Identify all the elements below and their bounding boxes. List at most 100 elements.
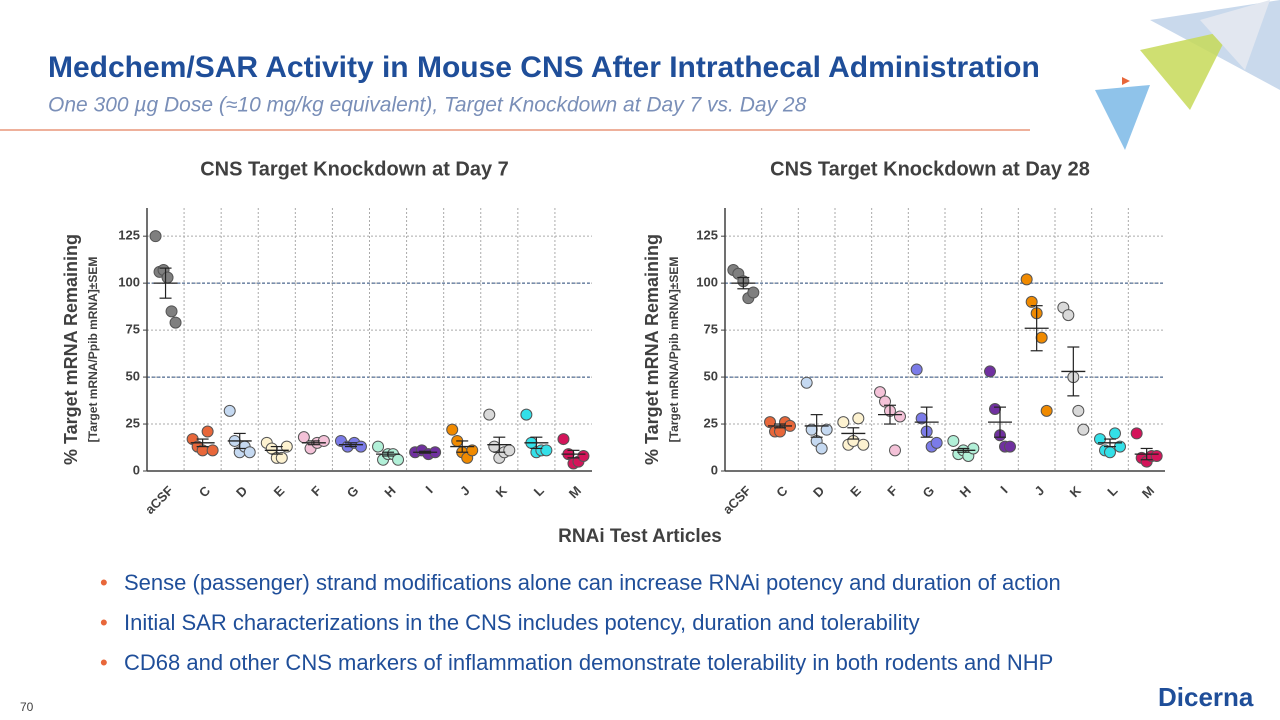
x-tick-label: I	[997, 483, 1010, 496]
y-tick-label: 50	[126, 369, 140, 384]
y-tick-label: 25	[704, 415, 718, 430]
x-tick-label: F	[308, 483, 324, 499]
data-point	[984, 365, 996, 378]
data-point	[874, 386, 886, 399]
data-point	[446, 423, 459, 436]
bullets: • Sense (passenger) strand modifications…	[100, 570, 1061, 675]
bullet: Sense (passenger) strand modifications a…	[124, 570, 1061, 595]
data-point	[223, 404, 236, 417]
data-point	[1035, 331, 1048, 344]
y-tick-label: 100	[118, 275, 140, 290]
x-tick-label: J	[1031, 483, 1047, 499]
y-axis-label: % Target mRNA Remaining	[61, 234, 81, 465]
data-point	[1077, 423, 1090, 436]
data-point	[815, 442, 828, 455]
data-point	[1104, 446, 1116, 459]
data-point	[852, 412, 865, 425]
data-point	[161, 271, 174, 284]
data-point	[1025, 295, 1038, 308]
bullet-dot: •	[100, 570, 108, 595]
x-tick-label: K	[493, 483, 511, 501]
bullet: CD68 and other CNS markers of inflammati…	[124, 650, 1053, 675]
bullet-dot: •	[100, 650, 108, 675]
y-tick-label: 75	[704, 322, 718, 337]
data-point	[169, 316, 182, 329]
x-tick-label: I	[423, 483, 436, 496]
y-axis-note: [Target mRNA/Ppib mRNA]±SEM	[667, 257, 681, 443]
data-point	[206, 444, 219, 457]
y-axis-note: [Target mRNA/Ppib mRNA]±SEM	[86, 257, 100, 443]
x-tick-label: G	[344, 483, 362, 501]
data-point	[989, 403, 1001, 416]
decor	[1200, 0, 1270, 70]
data-point	[577, 449, 590, 462]
data-point	[354, 440, 367, 453]
x-tick-label: aCSF	[142, 483, 176, 517]
data-point	[967, 442, 980, 455]
data-point	[557, 433, 570, 446]
y-tick-label: 75	[126, 322, 140, 337]
data-point	[910, 363, 923, 376]
data-point	[165, 305, 178, 318]
y-tick-label: 125	[118, 228, 140, 243]
data-point	[540, 444, 553, 457]
x-axis-label: RNAi Test Articles	[558, 526, 722, 547]
bullet-dot: •	[100, 610, 108, 635]
chart-title: CNS Target Knockdown at Day 28	[770, 158, 1090, 180]
data-point	[372, 440, 385, 453]
x-tick-label: G	[919, 483, 937, 501]
data-point	[1150, 449, 1163, 462]
data-point	[466, 444, 479, 457]
x-tick-label: M	[566, 483, 584, 501]
y-tick-label: 25	[126, 415, 140, 430]
y-tick-label: 0	[711, 462, 718, 477]
x-tick-label: E	[271, 483, 288, 500]
slide-title: Medchem/SAR Activity in Mouse CNS After …	[48, 51, 1040, 84]
y-tick-label: 125	[696, 228, 718, 243]
logo: Dicerna	[1158, 682, 1254, 712]
page-number: 70	[20, 700, 34, 714]
chart-title: CNS Target Knockdown at Day 7	[200, 158, 509, 180]
x-tick-label: F	[884, 483, 900, 499]
data-point	[483, 408, 496, 421]
x-tick-label: E	[847, 483, 864, 500]
x-tick-label: C	[773, 483, 791, 501]
data-point	[488, 440, 501, 453]
data-point	[1109, 427, 1121, 440]
data-point	[1004, 440, 1016, 453]
x-tick-label: H	[381, 483, 398, 500]
x-tick-label: M	[1139, 483, 1157, 501]
data-point	[764, 416, 776, 429]
bullet: Initial SAR characterizations in the CNS…	[124, 610, 920, 635]
data-point	[503, 444, 516, 457]
slide-subtitle: One 300 µg Dose (≈10 mg/kg equivalent), …	[48, 94, 807, 117]
x-tick-label: aCSF	[720, 483, 754, 517]
decor	[1095, 85, 1150, 150]
data-point	[747, 286, 760, 299]
x-tick-label: C	[196, 483, 214, 501]
x-tick-label: K	[1067, 483, 1085, 501]
data-point	[1130, 427, 1143, 440]
data-point	[879, 395, 891, 408]
data-point	[275, 451, 288, 464]
data-point	[930, 436, 943, 449]
x-tick-label: L	[1104, 483, 1120, 499]
data-point	[520, 408, 533, 421]
x-tick-label: J	[457, 483, 473, 499]
data-point	[201, 425, 214, 438]
x-tick-label: D	[233, 483, 250, 500]
decor	[1140, 30, 1230, 110]
x-tick-label: D	[810, 483, 827, 500]
data-point	[317, 434, 330, 447]
data-point	[1040, 404, 1053, 417]
y-tick-label: 0	[133, 462, 140, 477]
data-point	[889, 444, 901, 457]
x-tick-label: H	[957, 483, 974, 500]
data-point	[857, 438, 870, 451]
data-point	[894, 410, 906, 423]
y-tick-label: 100	[696, 275, 718, 290]
decor	[1122, 77, 1130, 85]
data-point	[1072, 404, 1085, 417]
